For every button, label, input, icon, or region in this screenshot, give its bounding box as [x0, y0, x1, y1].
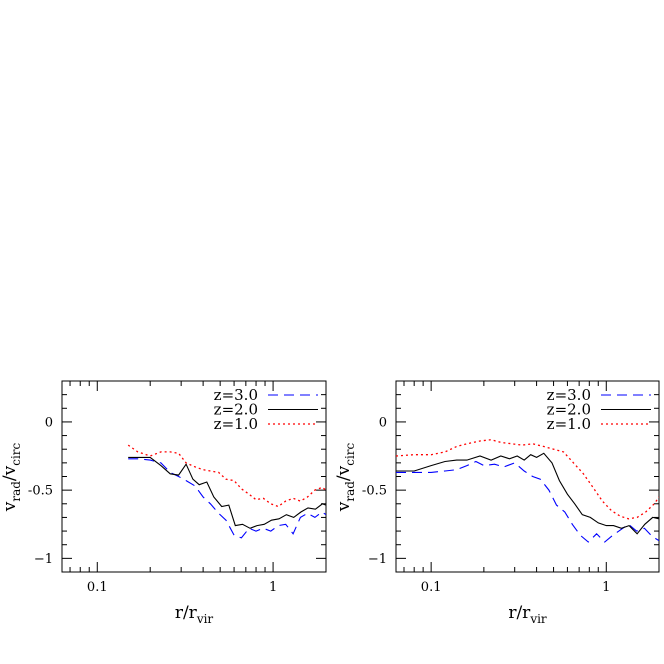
x-tick-label: 0.1: [421, 580, 442, 595]
x-axis-label: r/rvir: [175, 603, 214, 626]
series-line-z-1-0: [396, 439, 659, 520]
series-line-z-1-0: [127, 444, 326, 508]
legend-label: z=1.0: [547, 415, 591, 433]
y-tick-label: 0: [379, 415, 387, 430]
series-line-z-2-0: [128, 456, 326, 529]
legend-label: z=2.0: [214, 401, 258, 419]
legend-label: z=3.0: [547, 386, 591, 404]
left-panel: 0.1 1 0 -0.5 −1 r/rvir vrad/vcirc z=3.0z=2.0z=1…: [0, 380, 327, 626]
legend-label: z=3.0: [214, 386, 258, 404]
right-panel: 0.1 1 0 -0.5 −1 r/rvir vrad/vcirc z=3.0z=2.0z=1…: [334, 380, 660, 626]
y-tick-label: 0: [45, 415, 53, 430]
x-axis-label: r/rvir: [508, 603, 547, 626]
y-tick-label: −1: [34, 552, 53, 567]
x-tick-label: 1: [269, 580, 277, 595]
y-axis-label: vrad/vcirc: [334, 442, 357, 512]
legend-label: z=1.0: [214, 415, 258, 433]
y-tick-label: −1: [368, 552, 387, 567]
y-axis-label: vrad/vcirc: [0, 442, 23, 512]
y-tick-label: -0.5: [28, 484, 53, 499]
series-line-z-3-0: [396, 460, 659, 543]
series-line-z-2-0: [396, 452, 659, 535]
y-tick-label: -0.5: [362, 484, 387, 499]
legend-label: z=2.0: [547, 401, 591, 419]
x-tick-label: 0.1: [87, 580, 108, 595]
series-line-z-3-0: [128, 458, 326, 539]
x-tick-label: 1: [602, 580, 610, 595]
